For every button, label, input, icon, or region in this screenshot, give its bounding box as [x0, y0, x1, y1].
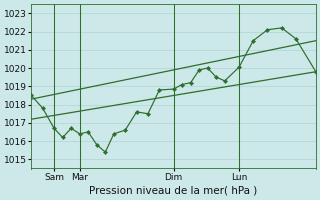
X-axis label: Pression niveau de la mer( hPa ): Pression niveau de la mer( hPa ) [90, 186, 258, 196]
